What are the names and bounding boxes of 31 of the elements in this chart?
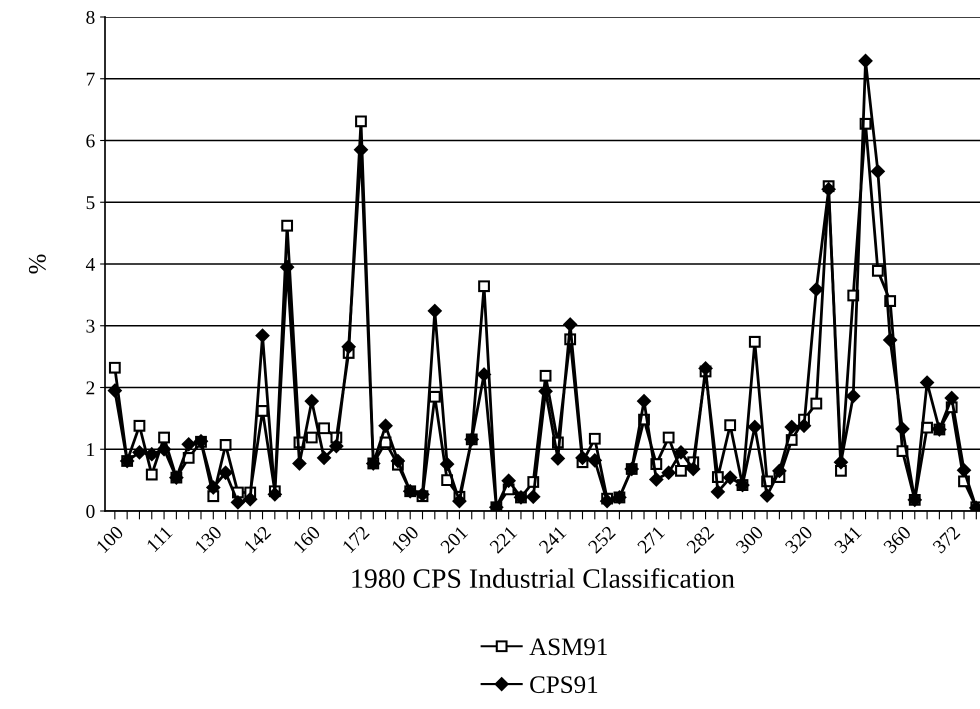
legend-label: ASM91 <box>529 638 607 656</box>
x-tick-label: 252 <box>588 525 616 554</box>
x-tick-label: 100 <box>96 525 124 554</box>
x-tick-label: 190 <box>391 525 420 554</box>
x-tick-label: 111 <box>146 525 173 552</box>
x-tick-label: 271 <box>636 525 666 554</box>
x-tick-label: 300 <box>735 525 764 554</box>
y-axis-title: % <box>28 254 46 274</box>
y-tick-label: 0 <box>86 504 95 518</box>
y-tick-label: 7 <box>86 72 95 86</box>
x-tick-label: 320 <box>784 525 814 554</box>
x-tick-label: 160 <box>292 525 321 554</box>
x-tick-label: 241 <box>538 525 567 554</box>
x-tick-label: 172 <box>342 525 370 554</box>
x-tick-label: 360 <box>882 525 912 554</box>
legend-label: CPS91 <box>530 676 598 694</box>
y-tick-label: 2 <box>86 381 94 394</box>
y-tick-label: 6 <box>86 134 95 148</box>
x-tick-label: 341 <box>834 525 862 554</box>
y-tick-label: 3 <box>86 320 95 333</box>
x-axis-title: 1980 CPS Industrial Classification <box>352 568 735 588</box>
x-tick-label: 130 <box>194 525 222 554</box>
x-tick-label: 201 <box>440 525 468 554</box>
y-tick-label: 1 <box>87 443 94 456</box>
x-tick-label: 372 <box>932 525 961 554</box>
y-tick-label: 8 <box>86 10 95 24</box>
x-tick-label: 282 <box>686 525 714 554</box>
y-tick-label: 5 <box>86 196 95 210</box>
y-tick-label: 4 <box>86 258 95 271</box>
x-tick-label: 142 <box>244 525 272 554</box>
x-tick-label: 221 <box>489 525 518 554</box>
